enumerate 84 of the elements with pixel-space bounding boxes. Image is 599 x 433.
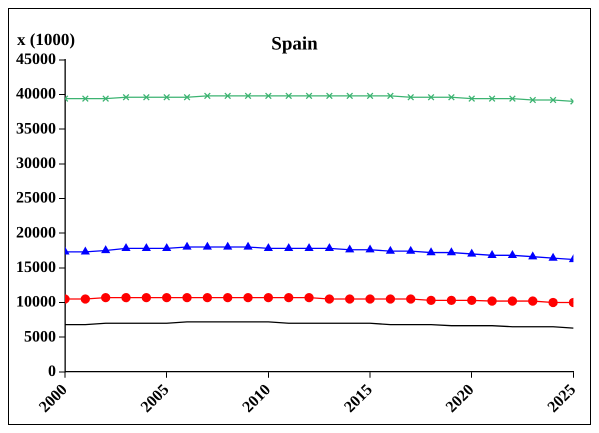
point: [488, 250, 496, 258]
point: [346, 245, 354, 252]
point: [528, 296, 538, 306]
point: [101, 292, 110, 302]
point: [142, 292, 151, 302]
y-tick-label: 40000: [16, 86, 56, 103]
point: [182, 242, 192, 250]
point: [508, 250, 517, 258]
point: [284, 292, 294, 302]
point: [548, 298, 558, 308]
point: [184, 94, 190, 101]
point: [447, 248, 456, 256]
point: [244, 92, 252, 100]
point: [162, 292, 172, 302]
point: [264, 92, 272, 100]
point: [528, 252, 537, 260]
chart-title: Spain: [271, 33, 318, 54]
y-tick-label: 35000: [16, 120, 56, 138]
point: [264, 292, 274, 302]
point: [548, 253, 558, 261]
point: [80, 294, 90, 304]
point: [366, 92, 374, 100]
point: [204, 92, 211, 100]
y-tick-label: 25000: [16, 190, 56, 207]
point: [468, 95, 476, 102]
point: [325, 244, 334, 252]
y-axis-title: x (1000): [17, 30, 76, 49]
point: [102, 95, 110, 102]
point: [182, 292, 192, 302]
point: [142, 94, 150, 101]
point: [406, 294, 416, 304]
point: [285, 92, 292, 100]
point: [244, 242, 252, 250]
point: [446, 296, 456, 306]
point: [365, 294, 375, 304]
point: [407, 94, 414, 101]
y-tick-label: 10000: [16, 294, 56, 311]
point: [122, 244, 130, 252]
point: [488, 95, 496, 102]
point: [203, 242, 212, 250]
point: [284, 244, 293, 252]
point: [121, 292, 131, 302]
y-tick-label: 15000: [16, 258, 56, 276]
point: [550, 96, 557, 104]
point: [448, 94, 455, 101]
point: [306, 92, 313, 100]
y-tick-label: 20000: [16, 224, 56, 242]
point: [366, 245, 374, 252]
point: [162, 244, 171, 252]
point: [326, 92, 333, 100]
point: [467, 296, 476, 306]
point: [122, 94, 130, 101]
point: [102, 246, 110, 254]
point: [529, 96, 536, 104]
point: [304, 292, 314, 302]
point: [346, 92, 354, 100]
point: [82, 95, 89, 102]
y-tick-label: 45000: [16, 50, 56, 68]
point: [243, 292, 253, 302]
point: [324, 294, 334, 304]
point: [224, 92, 232, 100]
point: [224, 242, 232, 250]
point: [345, 294, 354, 304]
point: [223, 292, 232, 302]
point: [386, 246, 395, 254]
point: [386, 294, 396, 304]
y-tick-label: 0: [48, 362, 56, 380]
y-tick-label: 30000: [16, 154, 56, 172]
y-tick-label: 5000: [24, 328, 56, 346]
point: [202, 292, 212, 302]
point: [428, 94, 435, 101]
point: [508, 95, 516, 102]
point: [264, 244, 272, 252]
point: [386, 92, 394, 100]
point: [304, 244, 314, 252]
point: [81, 247, 90, 254]
point: [487, 296, 497, 306]
point: [468, 249, 476, 257]
point: [142, 244, 150, 252]
point: [406, 246, 415, 254]
point: [508, 296, 518, 306]
point: [163, 94, 170, 101]
point: [426, 248, 436, 256]
point: [426, 296, 436, 306]
